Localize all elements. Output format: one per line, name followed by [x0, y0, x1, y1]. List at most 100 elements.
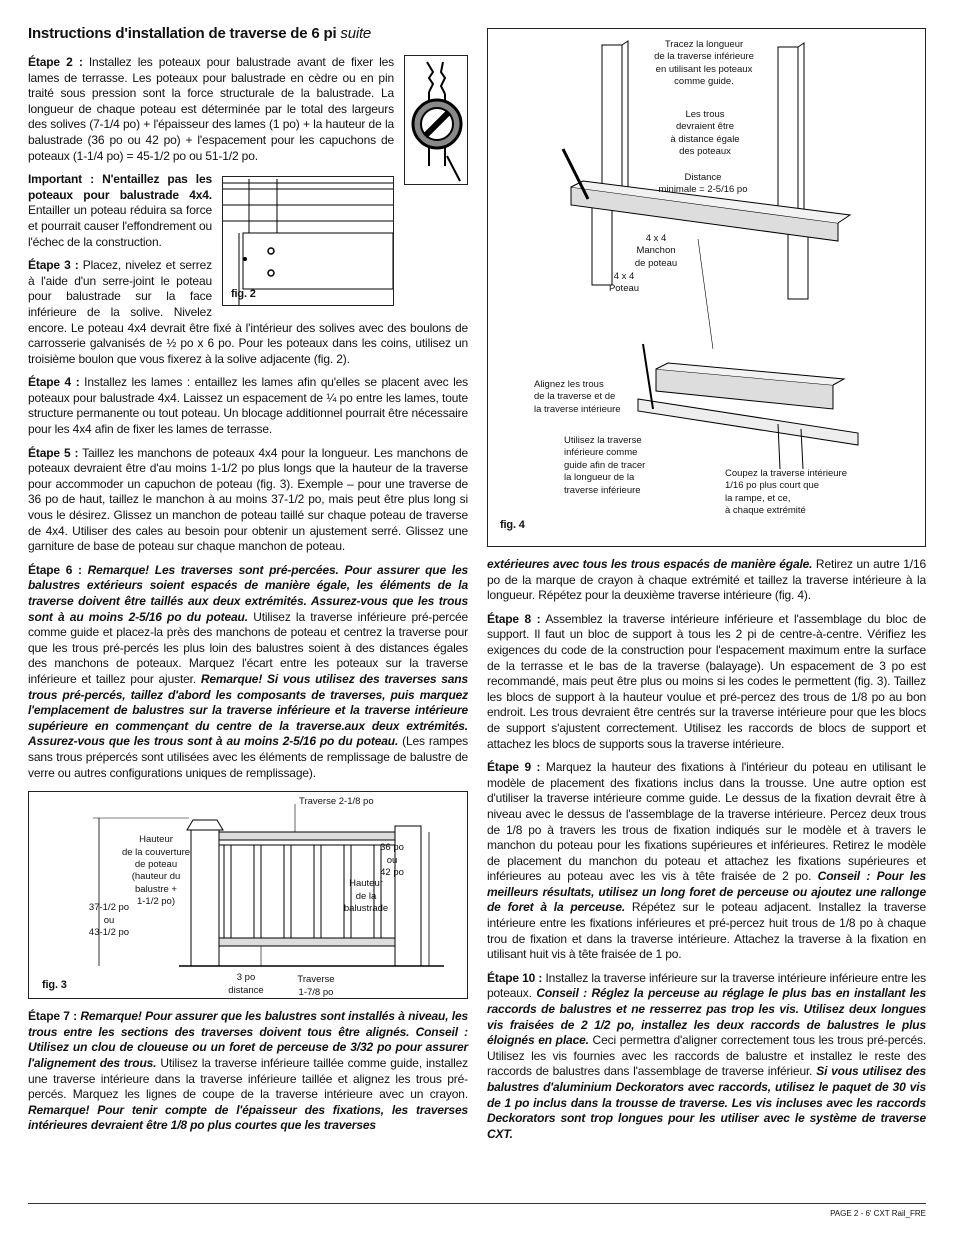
- figure-drawing: Étape 6 : Remarque! Les traverses sont p…: [28, 563, 468, 781]
- label-line: à chaque extrémité: [725, 505, 806, 517]
- label-line: 36 po: [380, 842, 404, 854]
- label-line: 1/16 po plus court que: [725, 480, 820, 492]
- figure-drawing: [446, 155, 461, 182]
- text-run: Remarque! Pour assurer que les balustres…: [28, 1009, 468, 1070]
- text-run: Étape 9 :: [487, 760, 541, 775]
- label-line: des poteaux: [679, 146, 731, 158]
- text-run: Remarque! Pour tenir compte de l'épaisse…: [28, 1102, 468, 1133]
- figure-drawing: [218, 937, 396, 947]
- figure-drawing: [637, 398, 859, 446]
- label-line: balustrade: [343, 902, 389, 914]
- text-run: Taillez les manchons de poteaux 4x4 pour…: [28, 445, 468, 554]
- figure-drawing: [186, 819, 224, 831]
- label-line: Utilisez la traverse: [564, 435, 642, 446]
- text-run: fig. 2: [231, 288, 256, 301]
- figure-label: Traverse 1-7/8 po: [297, 974, 334, 999]
- text-run: Ceci permettra d'aligner correctement to…: [487, 1033, 927, 1079]
- label-line: la rampe, et ce,: [725, 492, 791, 504]
- label-line: 1-1/2 po): [136, 896, 176, 908]
- text-run: Étape 3 :: [28, 258, 79, 273]
- label-line: Poteau: [608, 283, 640, 295]
- figure-drawing: [218, 831, 396, 841]
- figure-drawing: [426, 61, 447, 95]
- figure-drawing: [561, 148, 590, 200]
- label-line: guide afin de tracer: [564, 459, 646, 471]
- label-line: en utilisant les poteaux: [655, 63, 753, 75]
- label-line: 43-1/2 po: [88, 926, 130, 938]
- figure-label: Alignez les trous de la traverse et de la …: [534, 379, 621, 416]
- label-line: Tracez la longueur: [664, 39, 744, 50]
- figure-drawing: [411, 61, 463, 182]
- figure-drawing: Étape 5 : Taillez les manchons de poteau…: [28, 446, 468, 555]
- left-column: Étape 2 : Installez les poteaux pour bal…: [28, 55, 468, 1142]
- text-run: Étape 8 :: [487, 611, 541, 626]
- figure-label: 37-1/2 po ou 43-1/2 po: [89, 902, 129, 939]
- text-run: Placez, nivelez et serrez à l'aide d'un …: [28, 258, 468, 366]
- figure-drawing: [93, 804, 444, 967]
- label-line: la longueur de la: [564, 472, 635, 484]
- figure-caption: fig. 4: [500, 519, 525, 531]
- label-line: à distance égale: [670, 133, 740, 145]
- label-line: 1-7/8 po: [298, 986, 334, 998]
- right-column: Tracez la longueur de la traverse inférie…: [487, 28, 926, 1150]
- label-line: de la: [355, 890, 377, 902]
- text-run: Étape 2 :: [28, 55, 83, 69]
- label-line: 37-1/2 po: [88, 902, 130, 914]
- label-line: de la traverse et de: [534, 391, 616, 403]
- figure-label: Hauteur de la couverture de poteau (hauteur…: [122, 834, 190, 908]
- label-line: ou: [103, 914, 115, 926]
- label-line: traverse inférieure: [564, 484, 641, 496]
- label-line: 42 po: [380, 866, 404, 878]
- figure-label: 4 x 4 Poteau: [609, 271, 639, 296]
- figure-drawing: [655, 362, 846, 386]
- figure-drawing: Étape 2 : Installez les poteaux pour bal…: [28, 55, 468, 164]
- label-line: ou: [386, 854, 398, 866]
- label-line: distance: [228, 984, 264, 996]
- text-run: Instructions d'installation de traverse …: [28, 25, 337, 42]
- figure-drawing: [570, 186, 839, 242]
- label-line: (hauteur du: [131, 871, 181, 883]
- text-run: Assemblez la traverse intérieure inférie…: [487, 611, 926, 751]
- label-line: de poteau: [134, 858, 178, 870]
- figure-drawing: [242, 232, 393, 290]
- figure-4: Tracez la longueur de la traverse inférie…: [487, 28, 926, 547]
- label-line: 3 po: [236, 972, 256, 984]
- text-run: Entailler un poteau réduira sa force et …: [28, 203, 212, 249]
- figure-drawing: [243, 257, 247, 262]
- figure-label: 3 po distance: [228, 972, 263, 997]
- figure-label: Hauteur de la balustrade: [344, 878, 388, 915]
- text-run: Remarque! Les traverses sont pré-percées…: [28, 562, 468, 624]
- icon-box: [404, 55, 468, 185]
- figure-drawing: Étape 9 : Marquez la hauteur des fixatio…: [487, 760, 926, 963]
- figure-label: Coupez la traverse intérieure 1/16 po plu…: [725, 468, 847, 518]
- text-run: Étape 10 :: [487, 970, 543, 985]
- figure-drawing: [570, 180, 852, 224]
- label-line: balustre +: [135, 883, 177, 895]
- figure-3: Traverse 2-1/8 po Hauteur de la couverture…: [28, 791, 468, 1000]
- label-line: 4 x 4: [645, 233, 667, 244]
- label-line: Coupez la traverse intérieure: [725, 468, 847, 479]
- text-run: Étape 4 :: [28, 375, 80, 390]
- figure-label: 4 x 4 Manchon de poteau: [635, 233, 677, 270]
- figure-drawing: [561, 40, 859, 470]
- text-run: Étape 7 :: [28, 1009, 78, 1024]
- figure-drawing: [267, 269, 275, 277]
- text-run: Installez les lames : entaillez les lame…: [28, 375, 468, 437]
- label-line: Hauteur: [139, 834, 173, 846]
- page-title: Instructions d'installation de traverse …: [28, 25, 371, 42]
- figure-drawing: [190, 829, 220, 967]
- figure-drawing: Étape 10 : Installez la traverse inférie…: [487, 971, 926, 1143]
- figure-label: Utilisez la traverse inférieure comme guid…: [564, 435, 645, 497]
- figure-label: Traverse 2-1/8 po: [299, 796, 374, 808]
- text-run: suite: [340, 25, 372, 42]
- figure-label: Tracez la longueur de la traverse inférie…: [654, 39, 754, 89]
- label-line: devraient être: [675, 121, 735, 133]
- figure-drawing: [800, 428, 804, 470]
- label-line: de la couverture: [121, 846, 191, 858]
- figure-drawing: [422, 109, 452, 139]
- label-line: comme guide.: [674, 76, 734, 88]
- label-line: Les trous: [685, 109, 725, 120]
- text-run: Répétez sur le poteau adjacent. Installe…: [487, 900, 926, 962]
